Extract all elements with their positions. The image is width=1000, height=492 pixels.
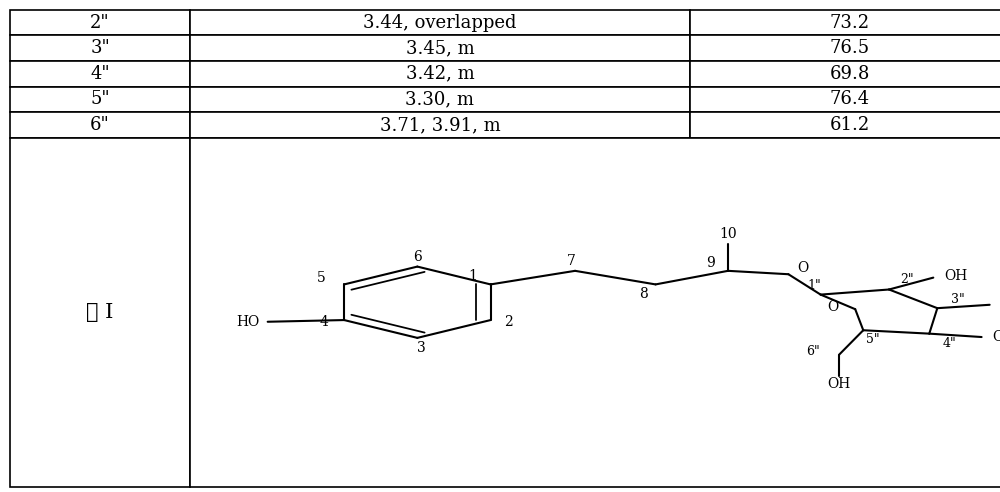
Text: 1: 1 [468,269,477,283]
Bar [690,61,1000,87]
Text: 5": 5" [866,333,880,346]
Text: 1": 1" [807,278,821,292]
Text: 3: 3 [417,341,426,355]
Text: 7: 7 [567,254,575,268]
Text: 76.4: 76.4 [830,91,870,108]
Text: 3": 3" [90,39,110,57]
Text: 9: 9 [706,256,715,271]
Text: 2: 2 [504,315,513,329]
Text: 5": 5" [90,91,110,108]
Bar [10,138,190,487]
Text: 61.2: 61.2 [830,116,870,134]
Text: 8: 8 [639,287,648,301]
Bar [10,35,190,61]
Bar [10,87,190,112]
Text: OH: OH [993,330,1000,344]
Text: 3.44, overlapped: 3.44, overlapped [363,14,517,31]
Text: 76.5: 76.5 [830,39,870,57]
Text: HO: HO [236,315,259,329]
Bar [690,10,1000,35]
Text: 6": 6" [806,345,820,358]
Text: 73.2: 73.2 [830,14,870,31]
Text: 3.71, 3.91, m: 3.71, 3.91, m [380,116,500,134]
Bar [10,10,190,35]
Text: OH: OH [827,377,851,391]
Text: 式 I: 式 I [86,303,114,322]
Text: 3.30, m: 3.30, m [406,91,474,108]
Bar [690,112,1000,138]
Bar [690,35,1000,61]
Bar [190,112,690,138]
Text: 2": 2" [900,273,914,286]
Text: 3": 3" [951,293,964,306]
Text: 3.45, m: 3.45, m [406,39,474,57]
Bar [190,61,690,87]
Bar [190,87,690,112]
Text: 10: 10 [719,227,737,241]
Text: 4": 4" [943,337,956,350]
Text: 3.42, m: 3.42, m [406,65,474,83]
Text: 4": 4" [90,65,110,83]
Bar [10,61,190,87]
Text: 5: 5 [317,271,326,285]
Text: 6: 6 [413,250,422,264]
Text: 6": 6" [90,116,110,134]
Text: 4: 4 [320,315,328,329]
Bar [190,138,1000,487]
Text: 2": 2" [90,14,110,31]
Text: 69.8: 69.8 [830,65,870,83]
Bar [690,87,1000,112]
Bar [190,10,690,35]
Text: O: O [827,301,838,314]
Bar [10,112,190,138]
Bar [190,35,690,61]
Text: OH: OH [944,269,967,283]
Text: O: O [797,261,809,275]
